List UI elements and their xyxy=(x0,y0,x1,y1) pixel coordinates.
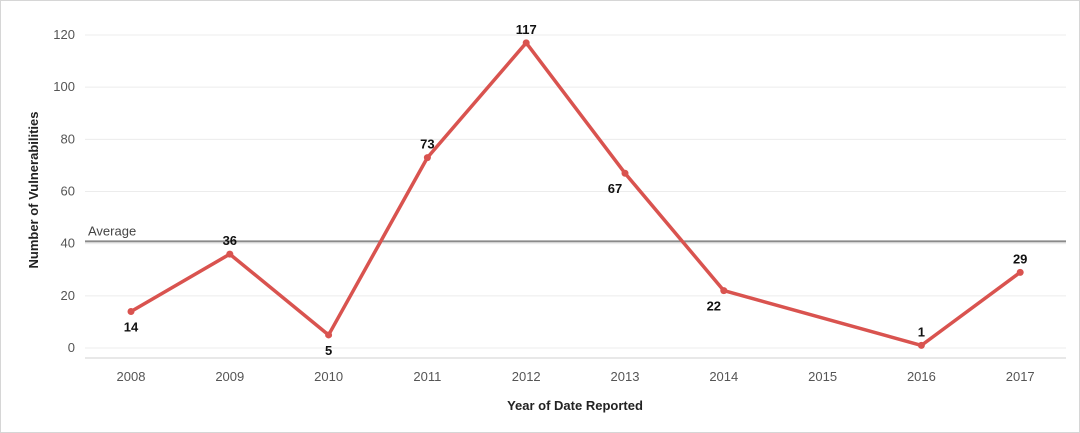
y-tick-label: 20 xyxy=(61,288,75,303)
data-label: 1 xyxy=(918,324,925,339)
y-tick-label: 0 xyxy=(68,340,75,355)
x-tick-label: 2009 xyxy=(215,369,244,384)
x-tick-label: 2014 xyxy=(709,369,738,384)
x-tick-label: 2013 xyxy=(611,369,640,384)
y-axis-title: Number of Vulnerabilities xyxy=(26,112,41,269)
data-point xyxy=(621,169,629,177)
data-label: 67 xyxy=(608,181,622,196)
x-tick-label: 2017 xyxy=(1006,369,1035,384)
y-tick-label: 40 xyxy=(61,236,75,251)
gridlines xyxy=(85,34,1066,349)
x-axis-ticks: 2008 2009 2010 2011 2012 2013 2014 2015 2016 2017 xyxy=(117,369,1035,384)
data-label: 29 xyxy=(1013,251,1027,266)
data-label: 5 xyxy=(325,343,332,358)
data-label: 14 xyxy=(124,319,139,334)
data-label: 36 xyxy=(223,233,237,248)
data-point xyxy=(720,287,728,295)
y-axis-ticks: 0 20 40 60 80 100 120 xyxy=(53,27,75,355)
x-tick-label: 2011 xyxy=(413,369,441,384)
y-tick-label: 60 xyxy=(61,184,75,199)
x-tick-label: 2015 xyxy=(808,369,837,384)
y-tick-label: 120 xyxy=(53,27,75,42)
x-axis-title: Year of Date Reported xyxy=(507,398,643,413)
data-label: 117 xyxy=(516,22,537,37)
data-point xyxy=(325,331,333,339)
data-labels: 14 36 5 73 117 67 22 1 29 xyxy=(124,22,1028,358)
y-tick-label: 100 xyxy=(53,79,75,94)
data-point xyxy=(917,341,925,349)
data-point xyxy=(1016,268,1024,276)
x-tick-label: 2012 xyxy=(512,369,541,384)
data-point xyxy=(127,307,135,315)
data-label: 22 xyxy=(707,299,721,314)
average-label: Average xyxy=(88,223,136,238)
x-tick-label: 2008 xyxy=(117,369,146,384)
y-tick-label: 80 xyxy=(61,131,75,146)
data-point xyxy=(423,154,431,162)
data-label: 73 xyxy=(420,137,434,152)
series-line-group xyxy=(127,39,1024,349)
x-tick-label: 2010 xyxy=(314,369,343,384)
data-point xyxy=(522,39,530,47)
data-point xyxy=(226,250,234,258)
x-tick-label: 2016 xyxy=(907,369,936,384)
average-reference: Average xyxy=(85,223,1066,243)
